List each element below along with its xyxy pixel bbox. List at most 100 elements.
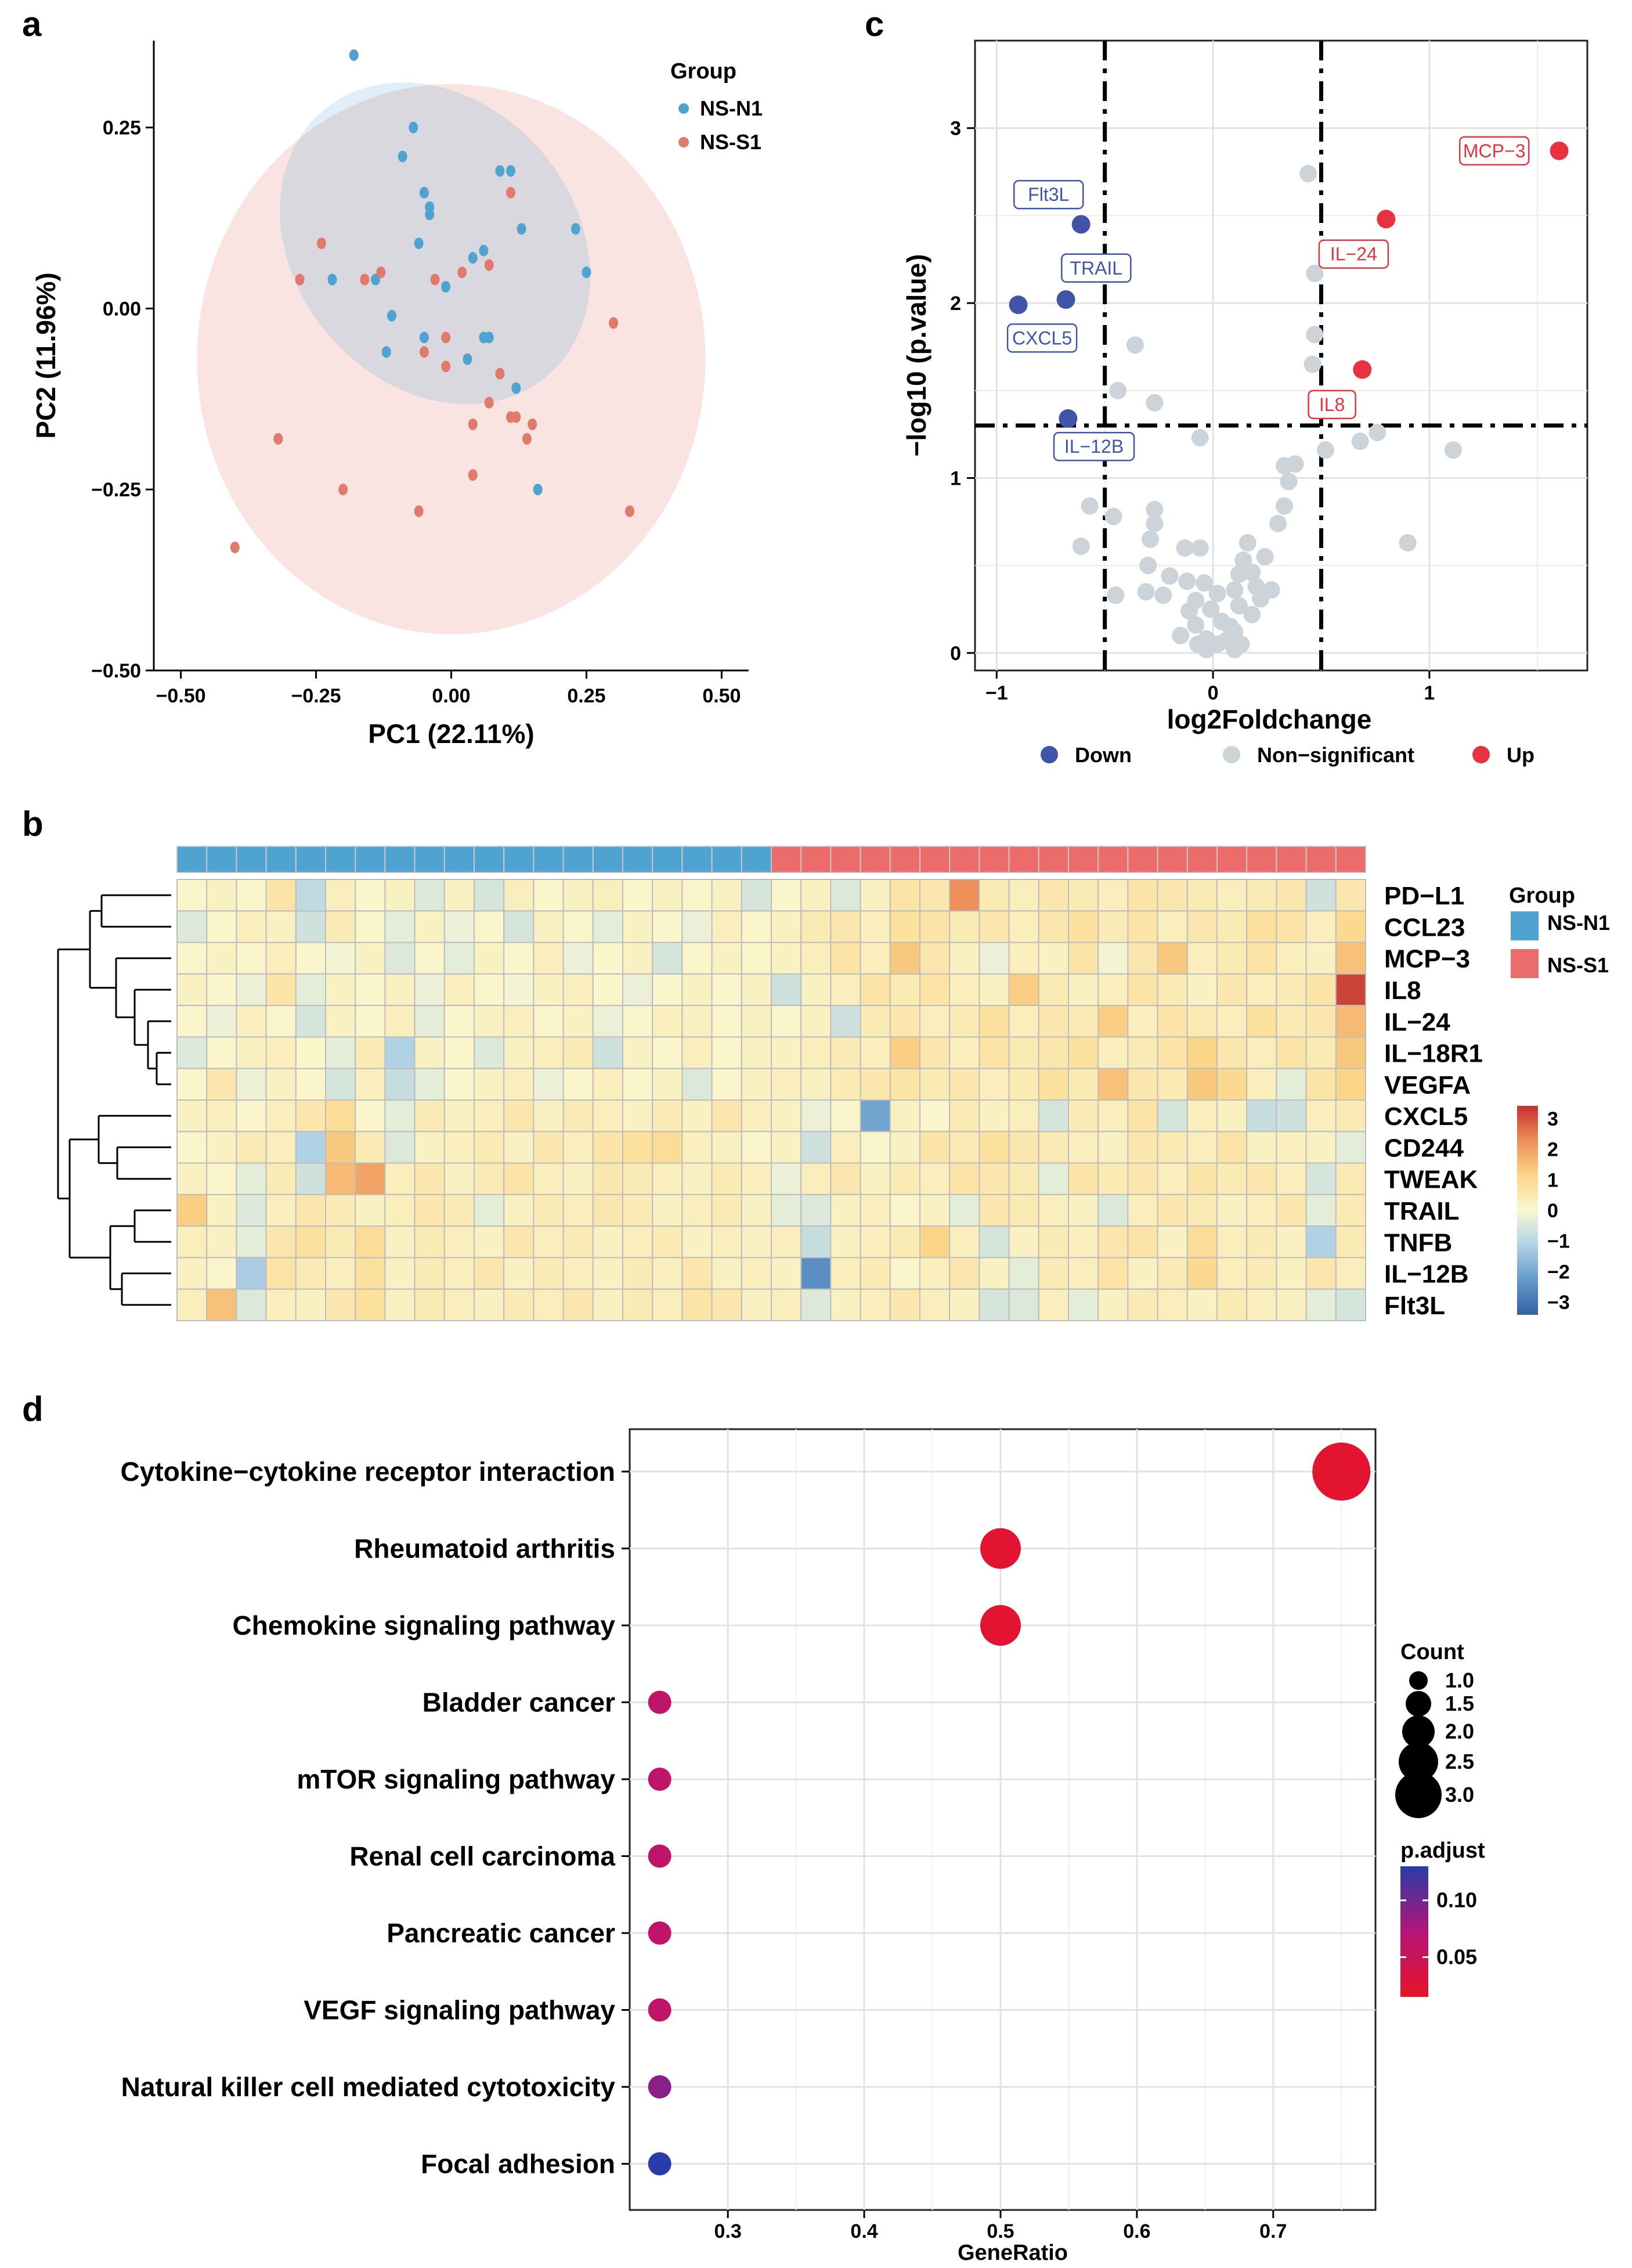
volcano-point-nonsignificant [1081, 497, 1099, 515]
heatmap-cell [979, 1194, 1010, 1227]
heatmap-cell [1305, 1225, 1337, 1259]
heatmap-cell [1335, 973, 1367, 1007]
heatmap-cell [355, 1162, 386, 1195]
heatmap-cell [1097, 1257, 1129, 1290]
heatmap-cell [622, 1194, 653, 1227]
volcano-point-nonsignificant [1202, 600, 1220, 618]
heatmap-cell [1157, 1005, 1188, 1038]
heatmap-cell [860, 1257, 891, 1290]
heatmap-cell [889, 879, 921, 912]
heatmap-cell [1068, 1194, 1099, 1227]
heatmap-annotation-ns-n1 [533, 846, 564, 873]
heatmap-cell [206, 1068, 237, 1101]
volcano-label-text: TRAIL [1070, 258, 1122, 279]
heatmap-cell [1305, 1257, 1337, 1290]
heatmap-cell [1305, 1036, 1337, 1069]
dotplot-pathway-label: mTOR signaling pathway [297, 1764, 615, 1794]
heatmap-cell [1068, 1131, 1099, 1164]
heatmap-legend-label-ns-n1: NS-N1 [1547, 911, 1610, 935]
heatmap-annotation-ns-n1 [206, 846, 237, 873]
heatmap-cell [622, 1099, 653, 1133]
pca-point-ns-s1 [376, 266, 386, 279]
heatmap-cell [1276, 1005, 1307, 1038]
heatmap-cell [711, 1162, 742, 1195]
volcano-point-nonsignificant [1146, 394, 1164, 412]
heatmap-cell [562, 1005, 594, 1038]
heatmap-row-label: IL−24 [1384, 1008, 1450, 1036]
heatmap-cell [979, 910, 1010, 943]
dotplot-padj-colorbar [1400, 1866, 1428, 1997]
dotplot-count-legend-dot [1406, 1691, 1431, 1717]
heatmap-cell [949, 1099, 980, 1133]
heatmap-cell [443, 910, 475, 943]
heatmap-cell [1097, 942, 1129, 975]
pca-legend-swatch-ns-s1 [678, 137, 689, 147]
heatmap-cell [592, 1194, 623, 1227]
heatmap-cell [1068, 1068, 1099, 1101]
heatmap-cell [503, 942, 535, 975]
heatmap-cell [652, 1162, 683, 1195]
heatmap-cell [414, 1288, 445, 1322]
heatmap-cell [206, 910, 237, 943]
heatmap-cell [860, 1288, 891, 1322]
pca-x-tick-label: 0.25 [567, 685, 605, 707]
heatmap-cell [176, 1225, 208, 1259]
heatmap-cell [176, 1288, 208, 1322]
heatmap-cell [860, 879, 891, 912]
heatmap-cell [1157, 1036, 1188, 1069]
heatmap: PD−L1 CCL23 MCP−3 IL8 IL−24 IL−18R1 VEGFA CXCL5… [57, 846, 1610, 1322]
heatmap-cell [355, 1099, 386, 1133]
dotplot-x-tick-label: 0.3 [714, 2220, 742, 2242]
volcano-label-text: CXCL5 [1012, 327, 1072, 348]
volcano-point-nonsignificant [1126, 336, 1144, 354]
heatmap-cell [919, 910, 951, 943]
volcano-threshold-lines [975, 41, 1587, 670]
heatmap-cell [1008, 942, 1039, 975]
heatmap-cell [384, 1036, 416, 1069]
volcano-point-nonsignificant [1104, 507, 1122, 525]
heatmap-cell [919, 1005, 951, 1038]
volcano-point-nonsignificant [1208, 585, 1226, 603]
heatmap-cell [206, 1225, 237, 1259]
heatmap-cell [979, 1005, 1010, 1038]
pca-point-ns-n1 [463, 353, 472, 365]
pca-point-ns-n1 [571, 223, 580, 235]
volcano-point-nonsignificant [1109, 381, 1127, 399]
pca-point-ns-s1 [484, 396, 494, 409]
heatmap-cell [443, 1036, 475, 1069]
heatmap-cell [414, 1194, 445, 1227]
heatmap-cell [1216, 942, 1248, 975]
heatmap-annotation-ns-s1 [1246, 846, 1277, 873]
heatmap-legend-swatch-ns-s1 [1511, 949, 1539, 978]
volcano-point-nonsignificant [1232, 635, 1250, 653]
heatmap-cell [325, 1257, 356, 1290]
volcano-legend-label-down: Down [1075, 743, 1132, 767]
volcano-legend-label-ns: Non−significant [1257, 743, 1414, 767]
heatmap-cell [711, 1288, 742, 1322]
pca-x-tick-label: 0.00 [432, 685, 470, 707]
heatmap-annotation-ns-s1 [830, 846, 861, 873]
heatmap-cell [741, 1131, 772, 1164]
heatmap-cell [384, 1162, 416, 1195]
dotplot-x-tick-label: 0.7 [1259, 2220, 1287, 2242]
heatmap-cell [236, 1068, 267, 1101]
heatmap-cell [652, 1005, 683, 1038]
enrichment-dotplot: Cytokine−cytokine receptor interaction Rh… [120, 1428, 1485, 2265]
volcano-x-tick-label: −1 [985, 682, 1008, 704]
heatmap-cell [1276, 879, 1307, 912]
heatmap-cell [889, 1099, 921, 1133]
heatmap-cell [1097, 1036, 1129, 1069]
heatmap-cell [384, 942, 416, 975]
heatmap-cell [1186, 910, 1218, 943]
heatmap-cell [176, 879, 208, 912]
heatmap-cell [355, 1194, 386, 1227]
heatmap-cell [652, 1288, 683, 1322]
heatmap-cell [443, 1162, 475, 1195]
volcano-legend-swatch-down [1041, 746, 1058, 763]
heatmap-cell [176, 1194, 208, 1227]
pca-point-ns-s1 [468, 469, 478, 481]
heatmap-cell [1276, 1068, 1307, 1101]
heatmap-cell [265, 1162, 297, 1195]
heatmap-cell [1157, 1099, 1188, 1133]
heatmap-cell [1127, 942, 1158, 975]
